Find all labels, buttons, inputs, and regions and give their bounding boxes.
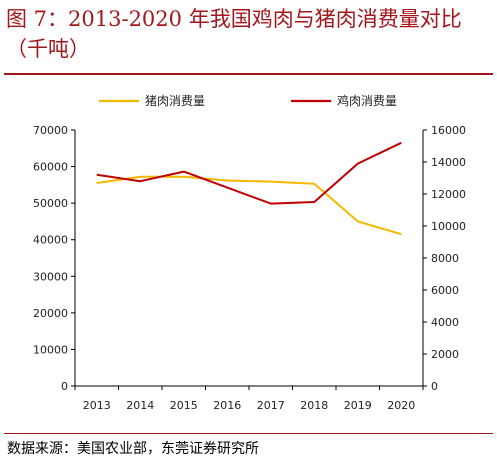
legend-label: 鸡肉消费量 (337, 93, 397, 108)
x-tick-label: 2017 (257, 399, 285, 412)
source-divider (4, 433, 493, 434)
y-tick-label-left: 30000 (33, 270, 68, 283)
chart-axes: 0 10000 20000 30000 40000 50000 60000 70000 0 200… (33, 124, 466, 412)
y-tick-label-right: 12000 (431, 188, 466, 201)
source-note: 数据来源：美国农业部，东莞证券研究所 (7, 441, 259, 457)
y-tick-label-left: 60000 (33, 161, 68, 174)
x-tick-label: 2020 (387, 399, 415, 412)
x-tick-label: 2015 (170, 399, 198, 412)
y-tick-label-left: 50000 (33, 197, 68, 210)
x-tick-label: 2016 (213, 399, 241, 412)
y-tick-label-right: 2000 (431, 348, 459, 361)
y-tick-label-left: 10000 (33, 343, 68, 356)
x-tick-label: 2013 (83, 399, 111, 412)
legend-label: 猪肉消费量 (145, 94, 205, 108)
y-tick-label-right: 14000 (431, 156, 466, 169)
y-tick-label-right: 6000 (431, 284, 459, 297)
y-tick-label-left: 20000 (33, 307, 68, 320)
x-tick-label: 2018 (300, 399, 328, 412)
y-tick-label-right: 16000 (431, 124, 466, 137)
y-tick-label-right: 10000 (431, 220, 466, 233)
y-tick-label-left: 70000 (33, 124, 68, 137)
title-divider (4, 73, 493, 75)
y-tick-label-right: 0 (431, 380, 438, 393)
series-line (96, 175, 402, 236)
y-tick-label-left: 40000 (33, 234, 68, 247)
x-tick-label: 2014 (126, 399, 154, 412)
y-tick-label-right: 4000 (431, 316, 459, 329)
y-tick-label-left: 0 (61, 380, 68, 393)
chart-series (96, 141, 402, 236)
chart-legend: 猪肉消费量 鸡肉消费量 (99, 93, 397, 108)
x-tick-label: 2019 (344, 399, 372, 412)
series-line (96, 141, 402, 205)
y-tick-label-right: 8000 (431, 252, 459, 265)
chart-title: 图 7：2013-2020 年我国鸡肉与猪肉消费量对比（千吨） (6, 7, 462, 61)
